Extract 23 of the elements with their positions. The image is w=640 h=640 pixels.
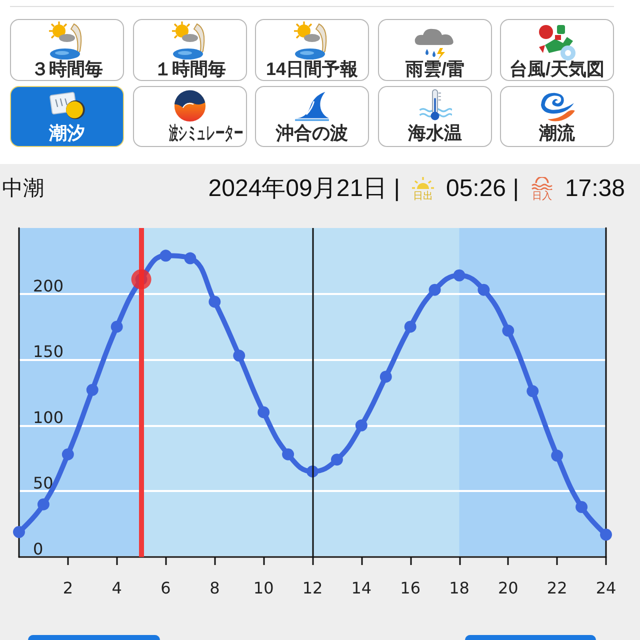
text: 17:38 bbox=[564, 174, 625, 204]
y-tick-label: 0 bbox=[33, 540, 44, 558]
x-tick-label: 6 bbox=[160, 578, 171, 598]
x-tick-label: 14 bbox=[351, 578, 372, 598]
x-tick-label: 20 bbox=[498, 578, 518, 598]
x-tick-label: 2 bbox=[62, 578, 74, 598]
y-tick-label: 150 bbox=[33, 342, 64, 362]
x-tick-label: 4 bbox=[112, 578, 122, 598]
y-tick-label: 200 bbox=[33, 276, 64, 296]
x-tick-label: 24 bbox=[596, 578, 616, 598]
y-tick-label: 50 bbox=[33, 474, 54, 493]
x-tick-label: 12 bbox=[302, 578, 323, 598]
x-tick-label: 18 bbox=[449, 578, 470, 598]
x-tick-label: 10 bbox=[253, 578, 274, 598]
x-tick-label: 8 bbox=[210, 578, 220, 598]
text: 2024年09月21日 | bbox=[208, 174, 400, 204]
x-tick-label: 22 bbox=[546, 578, 568, 598]
chart-title: 中潮 bbox=[2, 176, 44, 202]
text: 05:26 | bbox=[446, 174, 519, 204]
x-tick-label: 16 bbox=[400, 578, 421, 598]
y-tick-label: 100 bbox=[33, 408, 64, 427]
text: 日出 bbox=[412, 190, 433, 202]
text: 日入 bbox=[532, 190, 552, 202]
